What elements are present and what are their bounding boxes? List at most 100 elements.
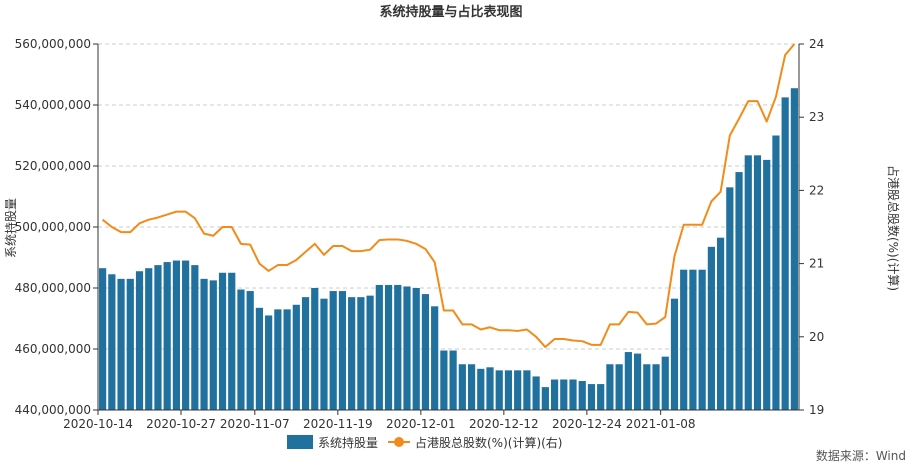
- bar: [550, 379, 559, 410]
- bar: [523, 370, 531, 410]
- left-tick-label: 560,000,000: [15, 37, 91, 51]
- left-tick-label: 500,000,000: [15, 220, 91, 234]
- bar: [265, 315, 273, 410]
- right-tick-label: 20: [809, 330, 824, 344]
- bar: [477, 368, 485, 410]
- bar: [357, 297, 365, 410]
- bar: [440, 350, 448, 410]
- bar: [338, 291, 347, 410]
- bar: [532, 376, 540, 410]
- right-tick-label: 19: [809, 403, 824, 417]
- legend-bar-swatch: [287, 435, 313, 449]
- bar: [717, 237, 725, 410]
- x-tick-label: 2020-11-07: [220, 417, 290, 431]
- bar: [99, 268, 107, 410]
- right-tick-label: 22: [809, 183, 824, 197]
- bar: [504, 370, 513, 410]
- x-tick-label: 2020-12-12: [469, 417, 539, 431]
- bar: [624, 352, 632, 410]
- bar: [633, 353, 642, 410]
- bar: [274, 309, 282, 410]
- left-tick-label: 460,000,000: [15, 342, 91, 356]
- bar: [329, 291, 337, 410]
- bar: [320, 298, 328, 410]
- bar: [514, 370, 522, 410]
- series-line: [101, 43, 796, 349]
- bar: [763, 159, 771, 410]
- bar: [154, 265, 162, 410]
- chart-title: 系统持股量与占比表现图: [379, 4, 522, 20]
- bar: [117, 278, 125, 410]
- bar: [163, 262, 171, 410]
- bar: [569, 379, 577, 410]
- right-tick-label: 21: [809, 257, 824, 271]
- x-tick-label: 2020-10-14: [63, 417, 133, 431]
- bar: [486, 367, 494, 410]
- bar: [200, 278, 208, 410]
- x-tick-label: 2020-11-19: [303, 417, 373, 431]
- bar: [541, 387, 549, 410]
- bar: [606, 364, 614, 410]
- bar: [292, 304, 300, 410]
- bar: [560, 379, 568, 410]
- bar: [643, 364, 651, 410]
- bar: [495, 370, 503, 410]
- left-tick-label: 440,000,000: [15, 403, 91, 417]
- bar: [255, 307, 264, 410]
- legend-line-label: 占港股总股数(%)(计算)(右): [415, 435, 563, 450]
- left-tick-label: 480,000,000: [15, 281, 91, 295]
- bar: [394, 284, 402, 410]
- bar: [348, 297, 356, 410]
- bar: [311, 288, 319, 410]
- bar: [126, 278, 134, 410]
- bar: [449, 350, 457, 410]
- bar: [237, 289, 245, 410]
- bar: [108, 274, 116, 410]
- bar: [615, 364, 623, 410]
- legend-bar-label: 系统持股量: [318, 435, 378, 450]
- bar: [661, 356, 669, 410]
- bar: [597, 384, 605, 410]
- bar: [218, 272, 227, 410]
- line-series: [101, 43, 796, 349]
- bar: [735, 172, 743, 410]
- bar: [246, 291, 254, 410]
- bar: [403, 286, 411, 410]
- right-axis-ticks: 19 20 21 22 23 24: [799, 37, 824, 417]
- bar: [301, 297, 310, 410]
- bar: [412, 288, 420, 410]
- bar: [366, 295, 374, 410]
- bar: [458, 364, 466, 410]
- bar-series: [99, 88, 798, 410]
- bar: [135, 271, 144, 410]
- right-tick-label: 23: [809, 110, 824, 124]
- legend: 系统持股量 占港股总股数(%)(计算)(右): [287, 435, 563, 450]
- left-axis-ticks: 440,000,000 460,000,000 480,000,000 500,000…: [15, 37, 98, 417]
- bar: [726, 187, 734, 410]
- bar: [781, 97, 789, 410]
- bar: [375, 284, 383, 410]
- right-axis-title: 占港股总股数(%)(计算): [886, 165, 901, 291]
- left-tick-label: 540,000,000: [15, 98, 91, 112]
- bar: [698, 269, 706, 410]
- bar: [753, 155, 762, 410]
- bar: [182, 260, 190, 410]
- bar: [384, 284, 393, 410]
- data-source: 数据来源：Wind: [816, 448, 906, 463]
- bar: [587, 384, 596, 410]
- left-axis-title: 系统持股量: [3, 198, 18, 258]
- legend-line-marker: [394, 437, 404, 447]
- bar: [421, 294, 430, 410]
- bar: [228, 272, 236, 410]
- bar: [790, 88, 798, 410]
- bar: [172, 260, 180, 410]
- x-tick-label: 2020-12-01: [386, 417, 456, 431]
- x-tick-label: 2020-12-24: [552, 417, 622, 431]
- bar: [191, 265, 199, 410]
- bar: [707, 246, 715, 410]
- bar: [670, 298, 679, 410]
- right-tick-label: 24: [809, 37, 824, 51]
- bar: [680, 269, 688, 410]
- bar: [578, 381, 586, 410]
